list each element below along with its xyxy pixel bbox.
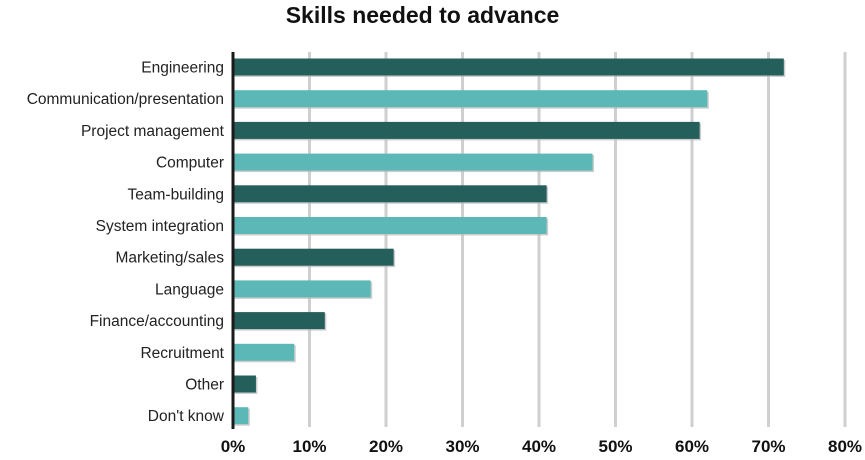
x-tick-label: 70%	[751, 437, 785, 456]
bar	[233, 217, 547, 234]
x-tick-label: 40%	[522, 437, 556, 456]
category-label: Engineering	[141, 60, 224, 77]
bar	[233, 185, 547, 203]
category-label: System integration	[96, 218, 224, 235]
x-tick-label: 10%	[292, 437, 326, 456]
x-tick-label: 0%	[221, 437, 246, 456]
category-label: Communication/presentation	[27, 91, 224, 108]
bar	[233, 312, 325, 330]
category-label: Computer	[156, 155, 224, 172]
category-label: Team-building	[128, 186, 225, 203]
x-tick-label: 60%	[675, 437, 709, 456]
bar	[233, 121, 700, 139]
category-label: Project management	[81, 123, 225, 140]
bar	[233, 248, 394, 266]
bar	[233, 280, 371, 298]
category-label: Recruitment	[140, 345, 224, 362]
chart-title: Skills needed to advance	[285, 2, 560, 28]
bar	[233, 407, 249, 425]
bar	[233, 153, 593, 171]
category-label: Other	[185, 377, 224, 394]
category-label: Don't know	[148, 408, 225, 425]
category-label: Language	[155, 281, 224, 298]
category-label: Marketing/sales	[115, 250, 224, 267]
bar	[233, 343, 295, 361]
bar	[233, 58, 784, 76]
bar	[233, 375, 256, 393]
x-tick-label: 50%	[598, 437, 632, 456]
category-label: Finance/accounting	[90, 313, 224, 330]
x-tick-label: 20%	[369, 437, 403, 456]
x-tick-label: 80%	[828, 437, 862, 456]
x-tick-label: 30%	[445, 437, 479, 456]
bar	[233, 90, 708, 108]
